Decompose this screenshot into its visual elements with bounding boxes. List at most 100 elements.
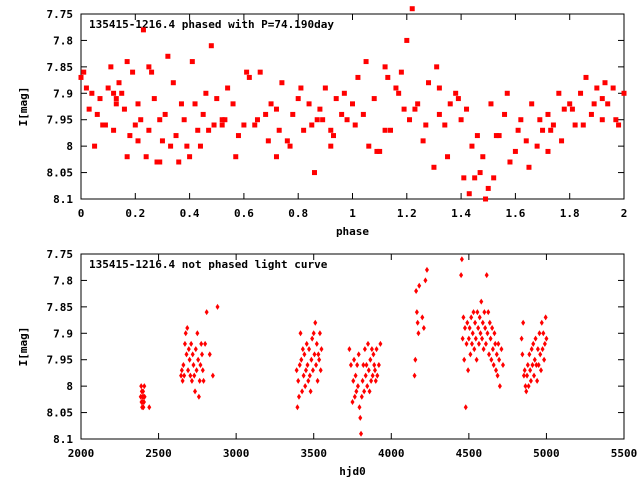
unphased-data-point [495, 372, 500, 379]
unphased-y-tick-label: 8 [66, 380, 73, 393]
phased-data-point [469, 143, 475, 149]
unphased-data-point [179, 372, 184, 379]
phased-data-point [78, 74, 84, 80]
unphased-y-tick-label: 7.85 [47, 301, 74, 314]
unphased-data-point [479, 298, 484, 305]
unphased-data-point [529, 346, 534, 353]
unphased-y-tick-label: 7.75 [47, 248, 74, 261]
phased-data-point [246, 74, 252, 80]
phased-data-point [344, 117, 350, 123]
phased-x-tick-label: 1.6 [505, 207, 525, 220]
unphased-data-point [187, 356, 192, 363]
unphased-data-point [316, 351, 321, 358]
phased-data-point [124, 59, 130, 65]
phased-x-tick-label: 2 [621, 207, 628, 220]
unphased-data-point [469, 314, 474, 321]
phased-data-point [233, 154, 239, 160]
unphased-data-point [309, 356, 314, 363]
phased-data-point [502, 111, 508, 117]
phased-x-tick-label: 1 [349, 207, 356, 220]
phased-data-point [352, 122, 358, 128]
unphased-data-point [204, 309, 209, 316]
unphased-data-point [141, 399, 146, 405]
unphased-data-point [295, 404, 300, 411]
phased-data-point [426, 80, 432, 86]
phased-data-point [396, 90, 402, 96]
unphased-data-point [372, 367, 377, 374]
unphased-data-point [414, 288, 419, 294]
phased-data-point [241, 122, 247, 128]
unphased-data-point [147, 404, 152, 411]
unphased-data-point [373, 377, 378, 384]
phased-data-point [350, 101, 355, 107]
phased-data-point [515, 127, 521, 133]
phased-data-point [580, 122, 586, 128]
phased-y-tick-label: 7.85 [47, 61, 74, 74]
phased-data-point [360, 111, 366, 117]
unphased-data-point [139, 383, 144, 390]
phased-data-point [200, 111, 206, 117]
unphased-data-point [464, 340, 469, 347]
unphased-data-point [192, 372, 197, 379]
phased-data-point [374, 148, 380, 154]
unphased-data-point [486, 309, 491, 316]
unphased-data-point [184, 351, 189, 358]
phased-data-point [254, 117, 260, 123]
phased-data-point [436, 111, 442, 117]
phased-data-point [491, 175, 497, 181]
phased-data-point [594, 85, 600, 91]
unphased-data-point [354, 388, 359, 395]
phased-data-point [295, 96, 301, 102]
unphased-data-point [306, 377, 311, 384]
phased-panel: 0 0.2 0.4 0.6 0.8 1 1.2 1.4 1.6 1.8 2 7.75 7.8 7.85 7.… [17, 6, 627, 238]
unphased-data-point [367, 388, 372, 395]
phased-data-point [176, 159, 182, 165]
phased-data-point [235, 133, 241, 139]
unphased-data-point [473, 319, 478, 326]
phased-data-point [415, 101, 421, 107]
unphased-data-point [459, 256, 464, 263]
unphased-data-point [468, 351, 473, 358]
unphased-data-point [300, 346, 305, 353]
phased-data-point [154, 159, 160, 165]
phased-data-point [252, 122, 258, 128]
phased-data-point [507, 159, 513, 165]
unphased-x-tick-label: 3000 [223, 447, 250, 460]
phased-y-tick-label: 8 [66, 140, 73, 153]
unphased-data-point [499, 346, 504, 353]
phased-data-point [404, 37, 410, 43]
unphased-data-point [542, 340, 547, 347]
unphased-data-point [317, 330, 322, 337]
phased-data-point [518, 117, 524, 123]
phased-data-point [138, 117, 144, 123]
phased-data-point [273, 106, 279, 112]
unphased-data-point [461, 314, 466, 321]
unphased-data-point [465, 319, 470, 326]
unphased-data-point [533, 335, 538, 342]
phased-data-point [197, 143, 203, 149]
phased-data-point [605, 101, 611, 107]
phased-data-point [157, 159, 163, 165]
phased-data-point [268, 101, 274, 107]
phased-data-point [436, 85, 442, 91]
unphased-data-point [179, 367, 184, 374]
phased-data-point [398, 69, 404, 75]
phased-data-point [341, 90, 347, 96]
unphased-data-point [522, 367, 527, 374]
unphased-data-point [528, 367, 533, 374]
phased-data-point [534, 143, 540, 149]
phased-data-point [548, 127, 554, 133]
phased-data-point [599, 96, 605, 102]
phased-y-tick-label: 8.1 [53, 193, 73, 206]
unphased-data-point [185, 325, 190, 331]
phased-data-point [143, 154, 149, 160]
unphased-x-tick-label: 2500 [145, 447, 172, 460]
unphased-data-point [370, 372, 375, 379]
unphased-data-point [141, 388, 146, 395]
phased-data-point [244, 69, 250, 75]
unphased-data-point [543, 314, 548, 321]
phased-data-point [537, 117, 543, 123]
phased-data-point [211, 122, 217, 128]
unphased-data-point [294, 367, 299, 374]
unphased-data-point [475, 309, 480, 316]
